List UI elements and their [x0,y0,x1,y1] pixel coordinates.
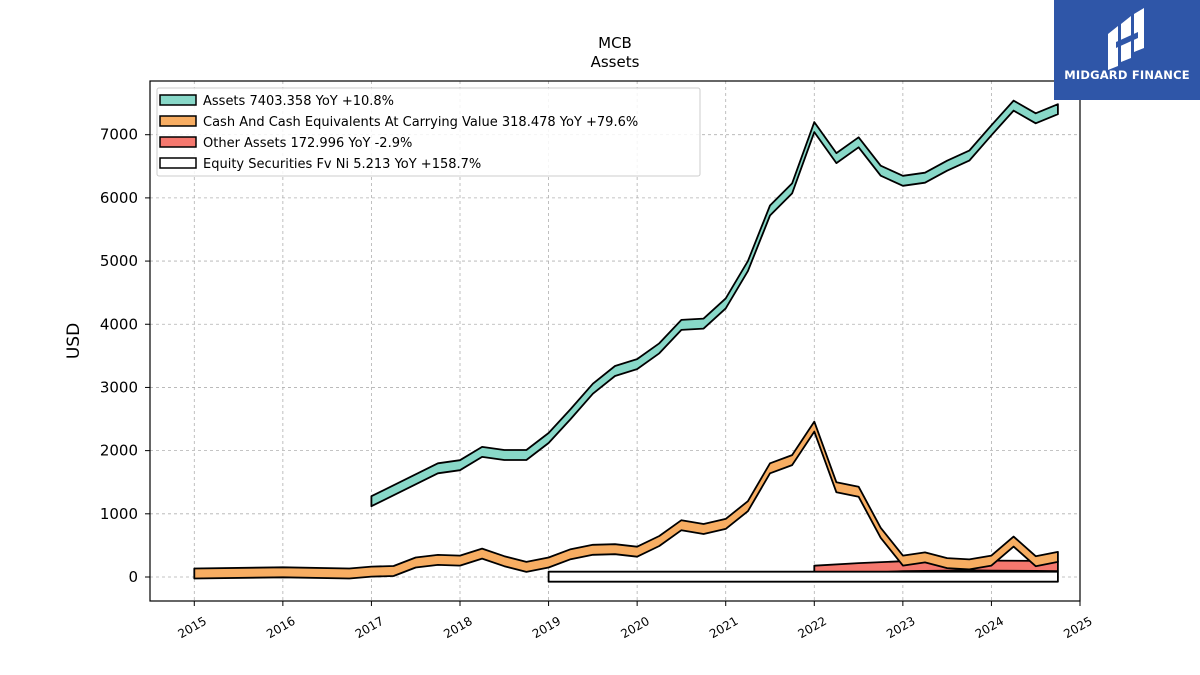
legend-frame [156,87,701,177]
x-tick-label: 2019 [530,614,563,641]
y-tick-label: 7000 [100,126,138,144]
series-assets [370,99,1059,508]
legend-swatch-other-assets [159,136,197,148]
y-tick-label: 5000 [100,252,138,270]
x-tick-label: 2017 [353,614,386,641]
x-tick-label: 2024 [973,614,1006,641]
x-tick-label: 2023 [884,614,917,641]
legend-swatch-assets [159,94,197,106]
x-tick-label: 2018 [441,614,474,641]
x-tick-label: 2020 [618,614,651,641]
brand-logo-text: MIDGARD FINANCE [1064,68,1190,82]
y-tick-label: 6000 [100,189,138,207]
y-tick-label: 4000 [100,315,138,333]
x-tick-label: 2015 [176,614,209,641]
series-cash-and-cash-equivalents-at-carrying-value [193,420,1059,580]
series-lines [193,99,1059,580]
y-tick-label: 3000 [100,378,138,396]
y-axis-label: USD [64,323,84,359]
legend-swatch-cash-and-cash-equivalents-at-carrying-value [159,115,197,127]
plot-frame [149,80,1081,602]
y-tick-label: 2000 [100,442,138,460]
brand-logo: MIDGARD FINANCE [1054,0,1200,100]
series-equity-securities-fv-ni [547,570,1059,583]
series-bands [547,559,1059,583]
legend-label-cash-and-cash-equivalents-at-carrying-value: Cash And Cash Equivalents At Carrying Va… [203,115,638,130]
x-tick-label: 2022 [796,614,829,641]
x-tick-label: 2016 [264,614,297,641]
legend: Assets 7403.358 YoY +10.8% Cash And Cash … [156,87,701,177]
brand-logo-mark [1108,8,1144,70]
legend-label-other-assets: Other Assets 172.996 YoY -2.9% [203,136,412,151]
y-tick-label: 1000 [100,505,138,523]
y-tick-label: 0 [128,568,138,586]
x-tick-label: 2021 [707,614,740,641]
chart-subtitle: Assets [591,53,640,71]
legend-label-equity-securities-fv-ni: Equity Securities Fv Ni 5.213 YoY +158.7… [203,157,481,172]
x-tick-label: 2025 [1061,614,1094,641]
legend-swatch-equity-securities-fv-ni [159,157,197,169]
chart-title: MCB [598,34,632,52]
legend-label-assets: Assets 7403.358 YoY +10.8% [203,94,394,109]
